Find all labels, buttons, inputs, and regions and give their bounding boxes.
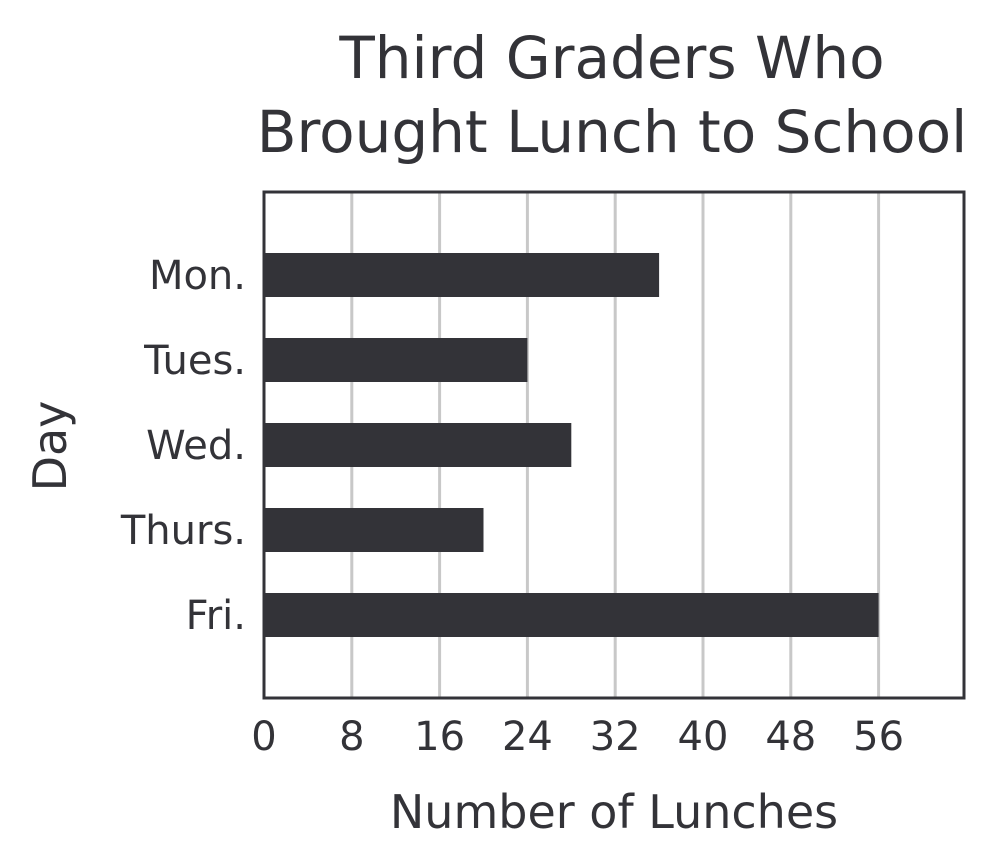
bar-fri: [264, 593, 879, 637]
category-labels: Mon. Tues. Wed. Thurs. Fri.: [120, 253, 246, 639]
bar-wed: [264, 423, 572, 467]
x-tick-label-16: 16: [414, 714, 465, 760]
x-tick-labels: 0 8 16 24 32 40 48 56: [251, 714, 904, 760]
x-tick-label-40: 40: [678, 714, 729, 760]
x-tick-label-48: 48: [765, 714, 816, 760]
category-label-mon: Mon.: [149, 253, 246, 299]
category-label-thurs: Thurs.: [120, 508, 246, 554]
x-axis-title: Number of Lunches: [390, 785, 838, 839]
category-label-tues: Tues.: [143, 338, 246, 384]
chart-title-line-2: Brought Lunch to School: [257, 98, 967, 166]
x-tick-label-8: 8: [339, 714, 364, 760]
chart-title: Third Graders Who Brought Lunch to Schoo…: [257, 24, 967, 166]
x-tick-label-24: 24: [502, 714, 553, 760]
category-label-fri: Fri.: [186, 593, 246, 639]
category-label-wed: Wed.: [146, 423, 246, 469]
bar-tues: [264, 338, 528, 382]
x-tick-label-56: 56: [853, 714, 904, 760]
plot-frame: [262, 190, 966, 700]
bar-thurs: [264, 508, 484, 552]
y-axis-title: Day: [23, 401, 77, 492]
x-tick-label-32: 32: [590, 714, 641, 760]
bar-mon: [264, 253, 660, 297]
chart-title-line-1: Third Graders Who: [338, 24, 884, 92]
x-tick-label-0: 0: [251, 714, 276, 760]
bars: [264, 253, 879, 637]
